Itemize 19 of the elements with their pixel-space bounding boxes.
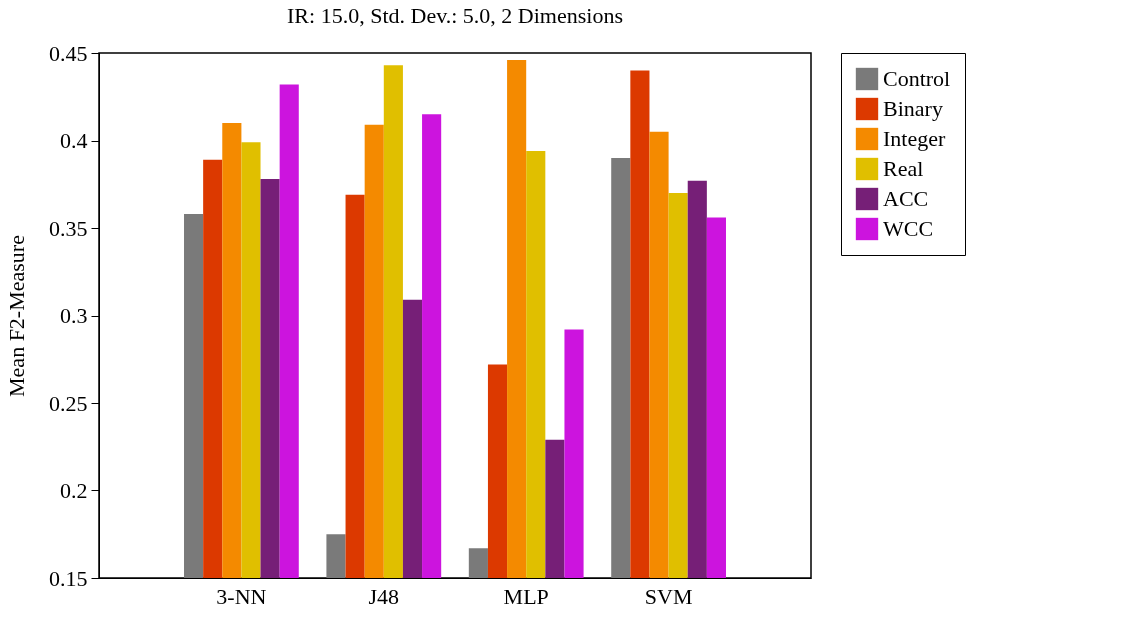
x-tick-label: 3-NN — [216, 583, 267, 609]
x-tick-label: SVM — [644, 583, 693, 609]
y-tick-label: 0.15 — [49, 565, 88, 591]
x-tick-label: MLP — [503, 583, 549, 609]
legend-label: ACC — [883, 186, 929, 211]
legend-label: Real — [883, 156, 924, 181]
y-tick-label: 0.3 — [60, 303, 88, 328]
y-tick-label: 0.2 — [60, 478, 88, 503]
y-axis-title: Mean F2-Measure — [4, 235, 29, 397]
y-tick-label: 0.35 — [49, 215, 88, 241]
x-tick-label: J48 — [368, 583, 400, 609]
legend-label: Binary — [883, 96, 943, 121]
y-tick-label: 0.45 — [49, 40, 88, 66]
y-tick-label: 0.25 — [49, 390, 88, 416]
legend-label: Control — [883, 66, 951, 91]
y-tick-label: 0.4 — [60, 128, 88, 153]
chart-title: IR: 15.0, Std. Dev.: 5.0, 2 Dimensions — [287, 3, 623, 28]
legend-label: Integer — [883, 126, 946, 151]
legend-label: WCC — [883, 216, 934, 241]
